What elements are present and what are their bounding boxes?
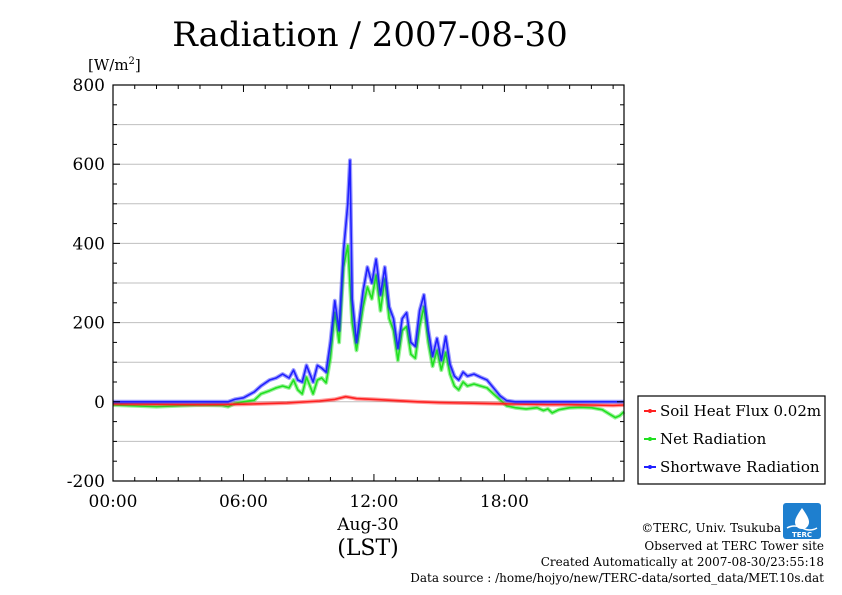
legend-label: Shortwave Radiation xyxy=(660,458,820,476)
credit-copyright: ©TERC, Univ. Tsukuba xyxy=(641,521,781,535)
grid-lines xyxy=(113,124,624,442)
chart-title: Radiation / 2007-08-30 xyxy=(172,15,568,55)
y-unit-sup: 2 xyxy=(129,56,135,67)
y-tick-label: -200 xyxy=(67,472,105,492)
legend-label: Net Radiation xyxy=(660,430,767,448)
legend-label: Soil Heat Flux 0.02m xyxy=(660,402,821,420)
y-tick-label: 600 xyxy=(73,155,105,175)
y-tick-label: 800 xyxy=(73,76,105,96)
x-tick-label: 06:00 xyxy=(219,492,268,512)
y-unit-close: ] xyxy=(135,56,141,74)
y-unit-text: [W/m xyxy=(88,56,129,74)
legend-marker xyxy=(648,465,652,469)
series-line xyxy=(112,244,625,419)
series-line xyxy=(112,395,625,407)
legend-marker xyxy=(648,437,652,441)
y-tick-label: 0 xyxy=(94,393,105,413)
x-tick-label: 12:00 xyxy=(349,492,398,512)
credit-created: Created Automatically at 2007-08-30/23:5… xyxy=(541,555,824,569)
series-line xyxy=(113,159,624,403)
legend-box xyxy=(637,395,826,485)
y-axis-unit: [W/m2] xyxy=(88,56,141,74)
x-axis-label: (LST) xyxy=(337,536,399,561)
x-tick-label: 00:00 xyxy=(89,492,138,512)
credit-source: Data source : /home/hojyo/new/TERC-data/… xyxy=(410,571,824,585)
legend-items: Soil Heat Flux 0.02m Net Radiation Shortwa… xyxy=(644,402,821,476)
terc-logo: TERC xyxy=(783,503,821,539)
x-axis-date-label: Aug-30 xyxy=(336,515,398,535)
y-tick-label: 200 xyxy=(73,314,105,334)
x-tick-label: 18:00 xyxy=(480,492,529,512)
credit-site: Observed at TERC Tower site xyxy=(644,539,824,553)
y-tick-label: 400 xyxy=(73,234,105,254)
x-axis-ticks: 00:00 06:00 12:00 18:00 xyxy=(89,85,614,512)
legend-marker xyxy=(648,409,652,413)
terc-logo-text: TERC xyxy=(792,531,812,539)
terc-logo-drop-icon xyxy=(795,508,809,529)
y-axis-ticks: -200 0 200 400 600 800 xyxy=(67,76,624,492)
data-series xyxy=(112,158,626,420)
series-halo xyxy=(113,158,624,404)
terc-logo-wave-icon xyxy=(786,525,818,531)
legend: Soil Heat Flux 0.02m Net Radiation Shortwa… xyxy=(637,395,826,485)
